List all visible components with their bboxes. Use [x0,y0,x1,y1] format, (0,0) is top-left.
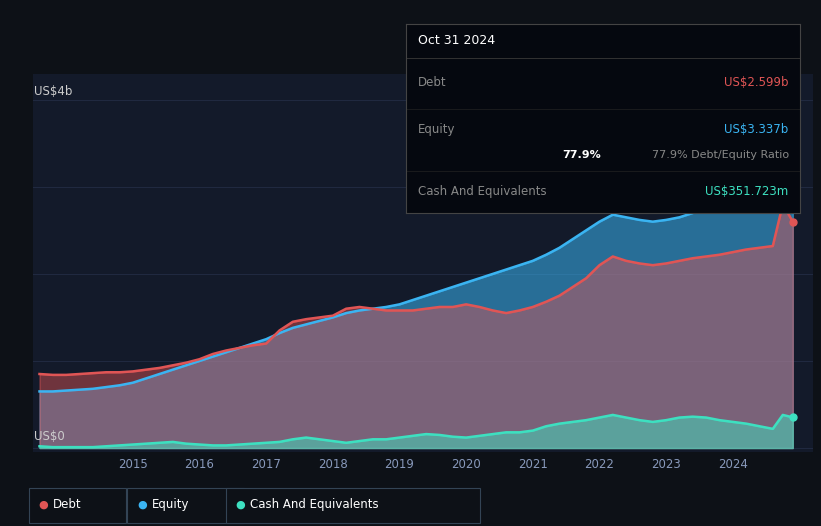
Text: Equity: Equity [152,499,190,511]
Text: Oct 31 2024: Oct 31 2024 [418,34,495,47]
Text: Cash And Equivalents: Cash And Equivalents [250,499,379,511]
Text: US$4b: US$4b [34,85,73,98]
Text: Debt: Debt [53,499,82,511]
Text: ●: ● [39,500,48,510]
Text: Equity: Equity [418,123,456,136]
Text: Cash And Equivalents: Cash And Equivalents [418,185,547,198]
Text: US$2.599b: US$2.599b [724,76,789,89]
Text: US$3.337b: US$3.337b [724,123,789,136]
Text: Debt: Debt [418,76,447,89]
Text: 77.9%: 77.9% [562,150,601,160]
Text: US$351.723m: US$351.723m [705,185,789,198]
Text: US$0: US$0 [34,430,65,443]
Text: ●: ● [236,500,245,510]
Text: 77.9% Debt/Equity Ratio: 77.9% Debt/Equity Ratio [652,150,789,160]
Text: ●: ● [137,500,147,510]
